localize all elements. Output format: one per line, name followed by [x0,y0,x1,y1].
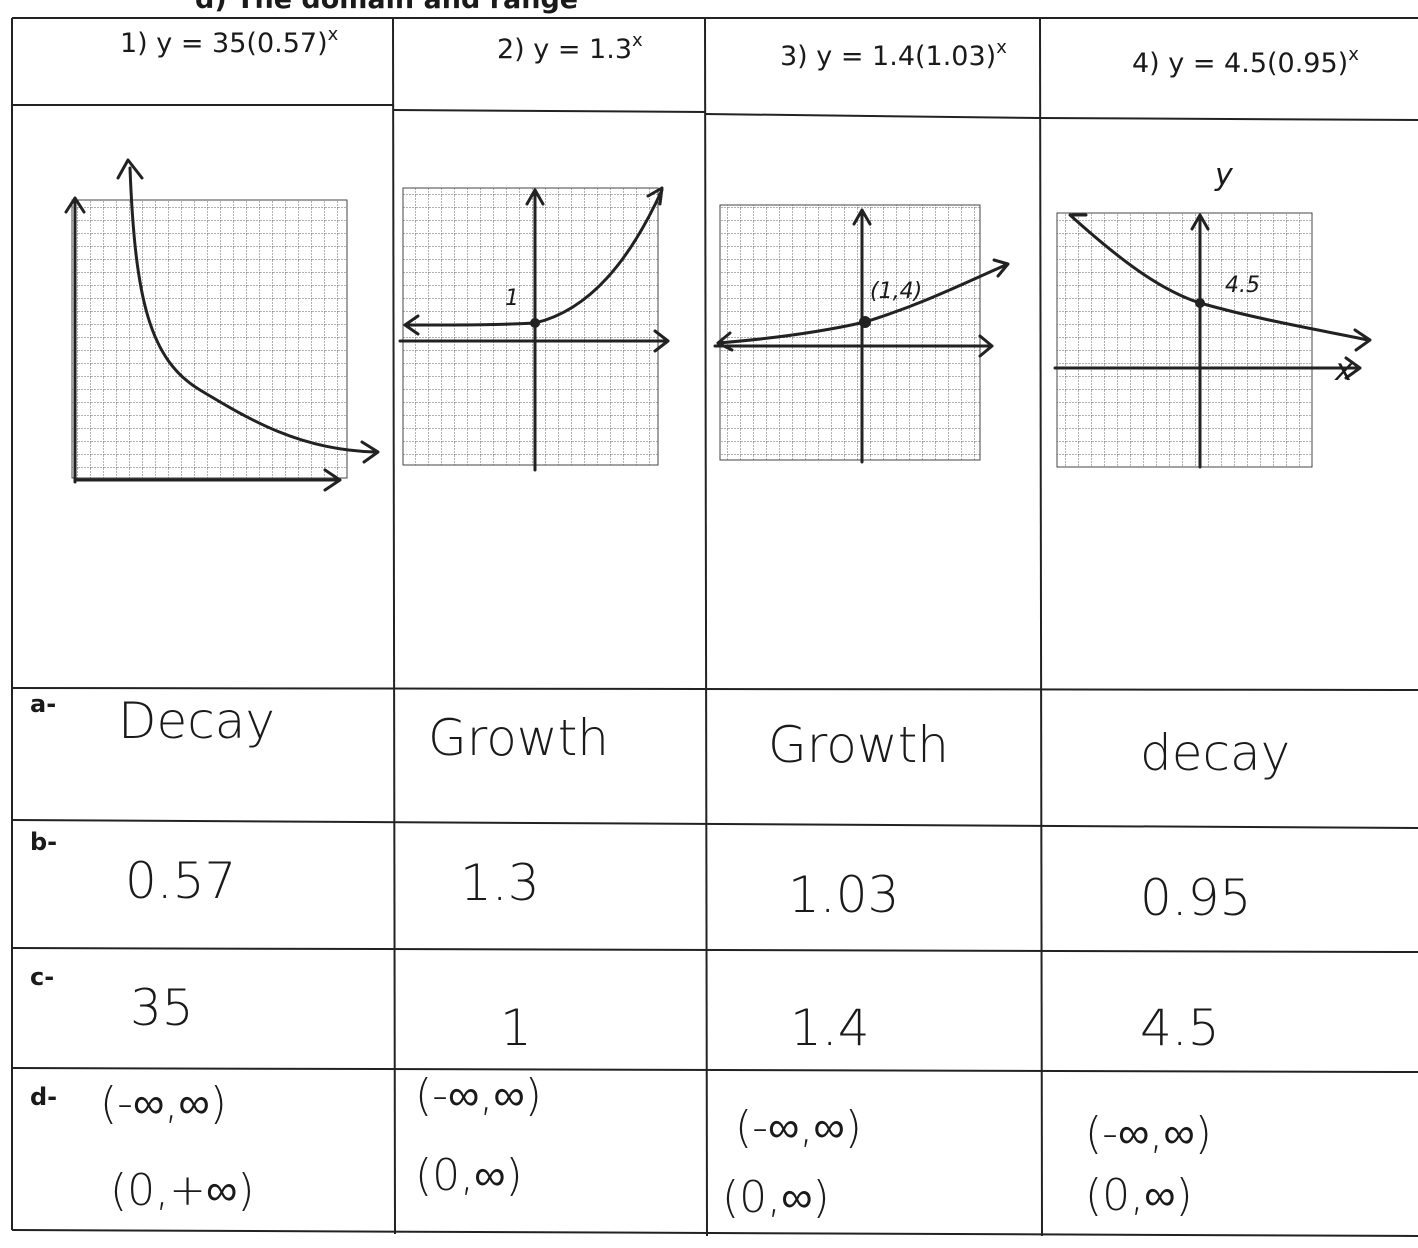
header-text: 2) y = 1.3 [497,34,632,65]
answer: decay [1140,724,1290,782]
header-exponent: x [996,37,1007,58]
point [530,318,540,328]
rule [1040,18,1042,1236]
answer: 1.03 [788,866,899,924]
answer: (-∞,∞) [100,1078,227,1129]
rule [12,948,1418,952]
graph-3: (1,4) [715,205,1008,462]
grid [403,188,658,465]
rule [393,18,395,1234]
row-label: c- [30,963,54,991]
answer: (-∞,∞) [735,1102,862,1153]
row-label: d- [30,1083,57,1111]
answer: Growth [428,709,609,767]
answer: (0,∞) [722,1172,830,1223]
header-text: 4) y = 4.5(0.95) [1132,48,1348,79]
header-exponent: x [328,24,339,45]
graph-2: 1 [400,188,668,470]
rule [12,1230,1418,1236]
answer: 4.5 [1140,999,1220,1057]
header-exponent: x [632,30,643,51]
page: d) The domain and range 1) y = 35(0.57)x… [0,0,1418,1248]
axis-label: y [1214,158,1234,193]
answer: 0.95 [1140,869,1251,927]
answer: (0,∞) [415,1150,523,1201]
answers: Decay Growth Growth decay 0.57 1.3 1.03 … [100,692,1290,1223]
rule [705,18,707,1236]
grid [720,205,980,460]
header: 1) y = 35(0.57)x [120,24,339,59]
header-text: 3) y = 1.4(1.03) [780,41,996,72]
point-label: 4.5 [1225,273,1260,298]
header: 4) y = 4.5(0.95)x [1132,44,1359,79]
header-text: 1) y = 35(0.57) [120,28,328,59]
point [859,316,871,328]
answer: 1.4 [790,999,870,1057]
point-label: 1 [505,286,519,311]
answer: 1.3 [460,854,540,912]
grid [1057,213,1312,467]
graph-4: 4.5 y x [1055,158,1370,467]
worksheet: d) The domain and range 1) y = 35(0.57)x… [0,0,1418,1248]
header: 2) y = 1.3x [497,30,643,65]
answer: (-∞,∞) [415,1070,542,1121]
header: 3) y = 1.4(1.03)x [780,37,1007,72]
header-exponent: x [1348,44,1359,65]
row-label: b- [30,828,57,856]
rule [12,1068,1418,1072]
rule [12,688,1418,690]
answer: 1 [500,999,532,1057]
rule [705,114,1040,118]
answer: 0.57 [125,852,236,910]
top-text: d) The domain and range [195,0,578,15]
answer: Decay [118,692,275,750]
row-labels: a- b- c- d- [30,690,57,1111]
rule [393,110,705,112]
axis-label: x [1334,353,1353,388]
graph-1 [66,160,378,490]
answer: Growth [768,716,949,774]
rule [1040,118,1418,120]
point [1195,298,1205,308]
point-label: (1,4) [870,279,922,304]
grid [72,200,347,478]
answer: (0,∞) [1085,1170,1193,1221]
answer: (0,+∞) [110,1165,255,1216]
row-label: a- [30,690,56,718]
answer: (-∞,∞) [1085,1108,1212,1159]
answer: 35 [130,979,194,1037]
headers: 1) y = 35(0.57)x 2) y = 1.3x 3) y = 1.4(… [120,24,1359,79]
rule [12,820,1418,828]
